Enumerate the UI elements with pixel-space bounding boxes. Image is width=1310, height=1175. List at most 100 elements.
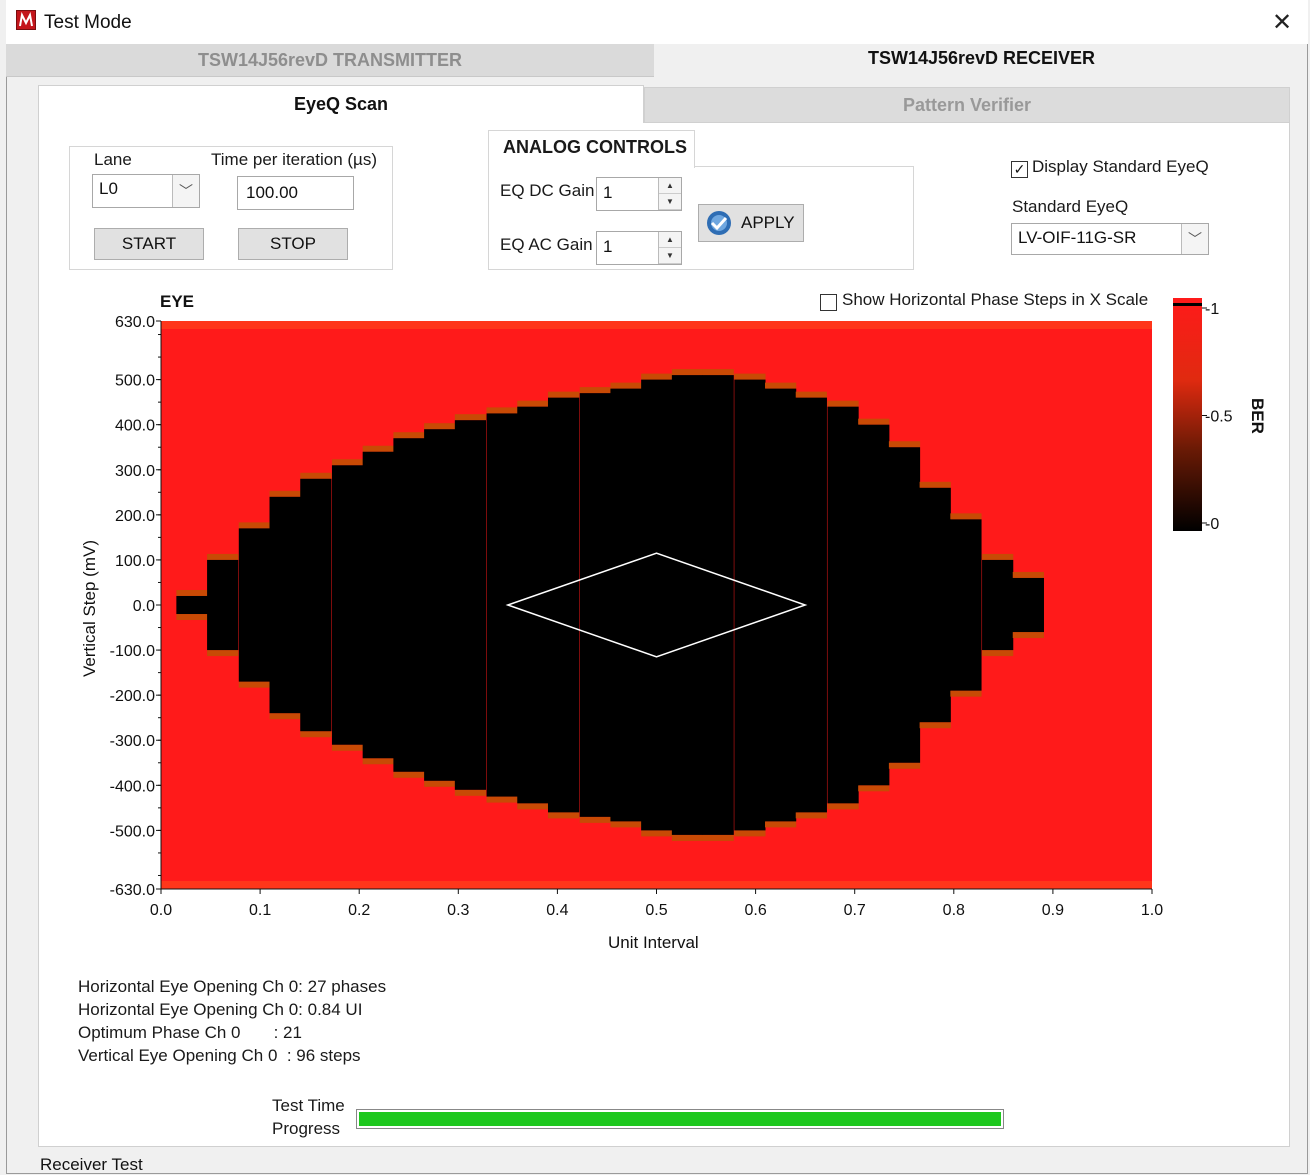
spin-down-icon[interactable]: ▼ [659, 194, 681, 210]
y-tick-label: -200.0 [110, 688, 155, 705]
eye-column [269, 496, 301, 714]
eye-column [982, 559, 1014, 651]
analog-tab-header [488, 130, 695, 168]
x-tick-label: 0.2 [348, 902, 370, 919]
y-tick-label: 0.0 [133, 598, 155, 615]
eye-diagram-chart: EYE 0.0 0.1 0.2 0.3 0.4 0.5 0.6 0.7 0.8 0.9 1.0 630… [80, 292, 1267, 952]
x-tick-label: 1.0 [1141, 902, 1163, 919]
eye-edge-lower [888, 762, 921, 769]
eye-column [300, 478, 332, 732]
eq-ac-spinner[interactable]: ▲ ▼ [658, 232, 681, 264]
chevron-down-icon[interactable]: ﹀ [1181, 224, 1208, 254]
x-axis-title: Unit Interval [608, 933, 699, 952]
colorbar-ticks: -1 -0.5 -0 [1202, 301, 1233, 533]
eye-column [827, 406, 859, 804]
eye-column [765, 388, 797, 822]
eye-column [424, 429, 456, 781]
eye-column [362, 451, 394, 759]
eye-column [547, 397, 580, 813]
y-tick-label: -630.0 [110, 882, 155, 899]
eye-edge-upper [827, 400, 859, 407]
time-input[interactable]: 100.00 [237, 176, 354, 210]
colorbar-tick-label: -1 [1205, 301, 1219, 318]
eye-edge-lower [393, 771, 425, 778]
eye-edge-lower [671, 834, 704, 841]
tab-pattern-verifier[interactable]: Pattern Verifier [644, 87, 1290, 123]
spin-up-icon[interactable]: ▲ [659, 232, 681, 248]
eye-edge-lower [734, 830, 766, 837]
eye-column [331, 465, 364, 745]
stop-button[interactable]: STOP [238, 228, 348, 260]
status-bar: Receiver Test [40, 1155, 143, 1174]
y-tick-label: 500.0 [115, 373, 155, 390]
eq-dc-input[interactable]: 1 ▲ ▼ [596, 177, 682, 211]
stat-vertical-opening: Vertical Eye Opening Ch 0 : 96 steps [78, 1046, 361, 1065]
eye-column [888, 447, 921, 763]
standard-eyeq-label: Standard EyeQ [1012, 197, 1129, 216]
eye-column [702, 375, 734, 835]
y-tick-label: -300.0 [110, 733, 155, 750]
tab-eyeq-scan[interactable]: EyeQ Scan [38, 85, 644, 123]
eye-edge-lower [641, 830, 673, 837]
eye-edge-upper [207, 553, 239, 560]
app-logo-icon [16, 10, 36, 30]
eye-edge-upper [393, 432, 425, 439]
eye-column [610, 388, 642, 822]
eye-edge-lower [795, 812, 827, 819]
tab-receiver[interactable]: TSW14J56revD RECEIVER [867, 47, 1096, 68]
eye-edge-upper [858, 418, 890, 425]
progress-fill [357, 1110, 1003, 1128]
y-axis-title: Vertical Step (mV) [80, 540, 99, 677]
lane-select[interactable]: L0 ﹀ [92, 174, 200, 208]
eye-edge-lower [950, 690, 982, 697]
eye-edge-lower [610, 821, 642, 828]
eye-column [238, 528, 271, 682]
eye-edge-lower [454, 789, 487, 796]
y-tick-label: 400.0 [115, 418, 155, 435]
eye-edge-lower [827, 803, 859, 810]
eye-edge-upper [454, 414, 487, 421]
apply-label: APPLY [741, 213, 795, 232]
eye-column [393, 438, 425, 772]
x-tick-label: 0.7 [844, 902, 866, 919]
eye-edge-upper [424, 423, 456, 430]
chevron-down-icon[interactable]: ﹀ [172, 175, 199, 207]
eye-edge-lower [486, 796, 518, 803]
bottom-band [161, 881, 1152, 889]
start-button[interactable]: START [94, 228, 204, 260]
display-standard-checkbox[interactable]: ✓ [1011, 161, 1028, 178]
show-phase-steps-label: Show Horizontal Phase Steps in X Scale [842, 290, 1149, 309]
x-tick-label: 0.4 [546, 902, 568, 919]
window-title: Test Mode [44, 12, 132, 33]
eye-column [734, 379, 766, 831]
eq-ac-input[interactable]: 1 ▲ ▼ [596, 231, 682, 265]
eye-edge-lower [362, 758, 394, 765]
close-icon[interactable]: ✕ [1271, 8, 1293, 36]
spin-down-icon[interactable]: ▼ [659, 248, 681, 264]
eye-column [919, 487, 951, 723]
standard-eyeq-select[interactable]: LV-OIF-11G-SR ﹀ [1011, 223, 1209, 255]
x-tick-label: 0.0 [150, 902, 172, 919]
x-tick-label: 0.8 [943, 902, 965, 919]
eye-edge-upper [671, 369, 704, 376]
chart-title: EYE [160, 292, 194, 311]
eye-edge-lower [207, 650, 239, 657]
title-bar [6, 0, 1308, 44]
colorbar [1173, 298, 1202, 531]
colorbar-tick-label: -0 [1205, 516, 1219, 533]
eye-edge-upper [919, 481, 951, 488]
show-phase-steps-checkbox[interactable] [820, 294, 837, 311]
apply-icon [707, 211, 731, 235]
eq-dc-spinner[interactable]: ▲ ▼ [658, 178, 681, 210]
eq-dc-value: 1 [603, 183, 613, 202]
spin-up-icon[interactable]: ▲ [659, 178, 681, 194]
progress-label-line2: Progress [272, 1119, 341, 1138]
eye-edge-lower [1012, 632, 1044, 639]
eye-column [517, 406, 549, 804]
y-tick-label: -400.0 [110, 778, 155, 795]
tab-transmitter[interactable]: TSW14J56revD TRANSMITTER [6, 44, 654, 77]
eye-edge-upper [950, 513, 982, 520]
apply-button[interactable]: APPLY [698, 204, 804, 242]
standard-eyeq-value: LV-OIF-11G-SR [1018, 228, 1137, 247]
stat-horizontal-phases: Horizontal Eye Opening Ch 0: 27 phases [78, 977, 387, 996]
